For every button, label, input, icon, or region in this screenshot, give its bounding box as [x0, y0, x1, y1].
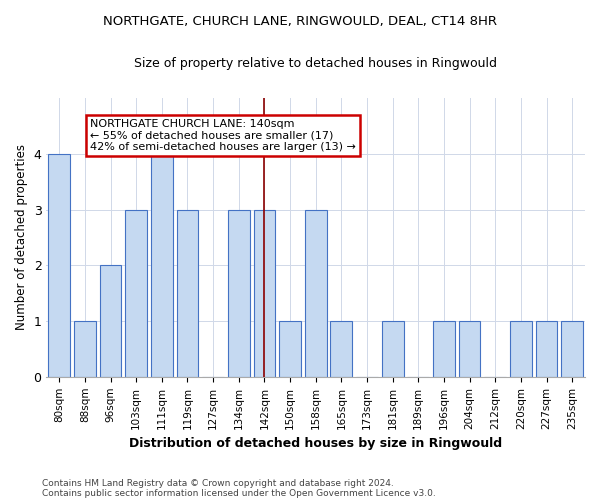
Bar — [49, 154, 70, 377]
Text: NORTHGATE CHURCH LANE: 140sqm
← 55% of detached houses are smaller (17)
42% of s: NORTHGATE CHURCH LANE: 140sqm ← 55% of d… — [90, 119, 356, 152]
Bar — [458, 321, 481, 377]
Bar — [561, 321, 583, 377]
Bar — [510, 321, 532, 377]
Bar — [433, 321, 455, 377]
Bar — [279, 321, 301, 377]
Text: NORTHGATE, CHURCH LANE, RINGWOULD, DEAL, CT14 8HR: NORTHGATE, CHURCH LANE, RINGWOULD, DEAL,… — [103, 15, 497, 28]
Bar — [176, 210, 199, 377]
Bar — [151, 154, 173, 377]
Text: Contains HM Land Registry data © Crown copyright and database right 2024.: Contains HM Land Registry data © Crown c… — [42, 478, 394, 488]
Y-axis label: Number of detached properties: Number of detached properties — [15, 144, 28, 330]
Bar — [305, 210, 326, 377]
Title: Size of property relative to detached houses in Ringwould: Size of property relative to detached ho… — [134, 58, 497, 70]
Bar — [382, 321, 404, 377]
Bar — [74, 321, 96, 377]
Text: Contains public sector information licensed under the Open Government Licence v3: Contains public sector information licen… — [42, 488, 436, 498]
Bar — [125, 210, 147, 377]
Bar — [100, 266, 121, 377]
X-axis label: Distribution of detached houses by size in Ringwould: Distribution of detached houses by size … — [129, 437, 502, 450]
Bar — [331, 321, 352, 377]
Bar — [228, 210, 250, 377]
Bar — [254, 210, 275, 377]
Bar — [536, 321, 557, 377]
